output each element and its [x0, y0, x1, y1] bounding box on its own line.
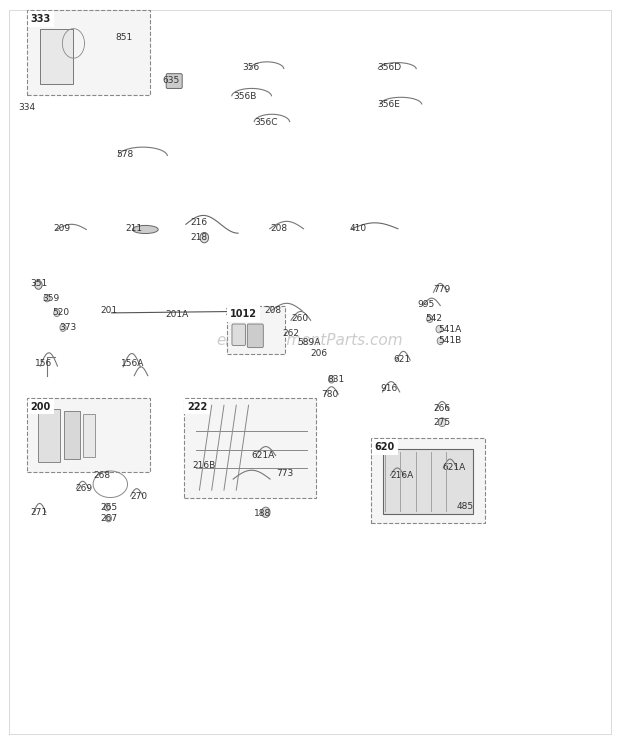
Text: 351: 351: [30, 279, 48, 288]
Text: 275: 275: [433, 417, 450, 427]
FancyBboxPatch shape: [82, 414, 95, 457]
Text: 485: 485: [456, 502, 473, 511]
Text: 541A: 541A: [438, 324, 461, 333]
Circle shape: [105, 515, 112, 522]
Text: 211: 211: [126, 223, 143, 233]
FancyBboxPatch shape: [40, 28, 73, 84]
Text: 333: 333: [30, 14, 51, 24]
Circle shape: [427, 315, 433, 323]
Text: 208: 208: [270, 223, 287, 233]
Text: 200: 200: [30, 402, 51, 411]
Text: 260: 260: [291, 314, 309, 324]
FancyBboxPatch shape: [227, 306, 285, 353]
Ellipse shape: [133, 225, 158, 234]
Circle shape: [54, 310, 60, 317]
FancyBboxPatch shape: [184, 398, 316, 498]
Text: 269: 269: [75, 484, 92, 493]
FancyBboxPatch shape: [27, 10, 150, 95]
Text: 206: 206: [310, 349, 327, 358]
Text: 156: 156: [35, 359, 52, 368]
Circle shape: [200, 232, 208, 243]
Text: 356B: 356B: [233, 92, 257, 101]
Text: 262: 262: [282, 329, 299, 338]
Circle shape: [436, 325, 442, 333]
Text: 541B: 541B: [438, 336, 461, 345]
Text: 635: 635: [162, 76, 180, 85]
FancyBboxPatch shape: [232, 324, 246, 345]
Text: 218: 218: [190, 233, 207, 242]
Text: 356: 356: [242, 63, 260, 72]
Text: 831: 831: [327, 375, 345, 384]
Text: 916: 916: [381, 384, 398, 393]
Text: 373: 373: [60, 323, 76, 332]
Text: 1012: 1012: [230, 310, 257, 319]
Text: 621A: 621A: [252, 451, 275, 460]
FancyBboxPatch shape: [38, 409, 60, 462]
Text: 270: 270: [131, 492, 148, 501]
Circle shape: [437, 337, 443, 344]
Text: 201: 201: [100, 307, 117, 315]
Text: 208: 208: [264, 307, 281, 315]
Text: 589A: 589A: [298, 338, 321, 347]
Circle shape: [262, 507, 270, 518]
Text: 334: 334: [18, 103, 35, 112]
Text: 356E: 356E: [378, 100, 401, 109]
Text: eReplacementParts.com: eReplacementParts.com: [216, 333, 404, 348]
Text: 410: 410: [350, 223, 367, 233]
Text: 268: 268: [94, 471, 111, 480]
Text: 359: 359: [43, 294, 60, 303]
Text: 621: 621: [393, 355, 410, 364]
Text: 266: 266: [433, 405, 450, 414]
Text: 267: 267: [100, 513, 117, 523]
Circle shape: [35, 280, 42, 289]
Circle shape: [438, 418, 446, 426]
Text: 209: 209: [53, 223, 70, 233]
Circle shape: [44, 295, 50, 302]
Text: 356C: 356C: [255, 118, 278, 127]
Circle shape: [329, 376, 335, 383]
Text: 271: 271: [30, 508, 48, 517]
Text: 188: 188: [254, 510, 271, 519]
FancyBboxPatch shape: [247, 324, 264, 347]
Circle shape: [60, 324, 66, 331]
Text: 356D: 356D: [378, 63, 402, 72]
Circle shape: [104, 504, 110, 511]
Text: 265: 265: [100, 503, 117, 512]
Text: 851: 851: [116, 33, 133, 42]
Text: 773: 773: [276, 469, 293, 478]
Text: 216B: 216B: [192, 461, 215, 469]
FancyBboxPatch shape: [166, 74, 182, 89]
Text: 995: 995: [417, 300, 435, 309]
Text: 542: 542: [425, 313, 443, 323]
Text: 578: 578: [117, 150, 134, 158]
Text: 156A: 156A: [121, 359, 144, 368]
Text: 621A: 621A: [442, 464, 466, 472]
Text: 620: 620: [374, 442, 395, 452]
FancyBboxPatch shape: [27, 398, 150, 472]
Text: 216: 216: [190, 218, 207, 228]
FancyBboxPatch shape: [371, 438, 485, 523]
Text: 201A: 201A: [166, 310, 189, 319]
Text: 216A: 216A: [390, 471, 413, 480]
FancyBboxPatch shape: [64, 411, 79, 459]
Text: 780: 780: [321, 390, 339, 399]
FancyBboxPatch shape: [383, 449, 474, 514]
Text: 222: 222: [187, 402, 207, 411]
Text: 779: 779: [433, 285, 450, 294]
Text: 520: 520: [52, 309, 69, 318]
